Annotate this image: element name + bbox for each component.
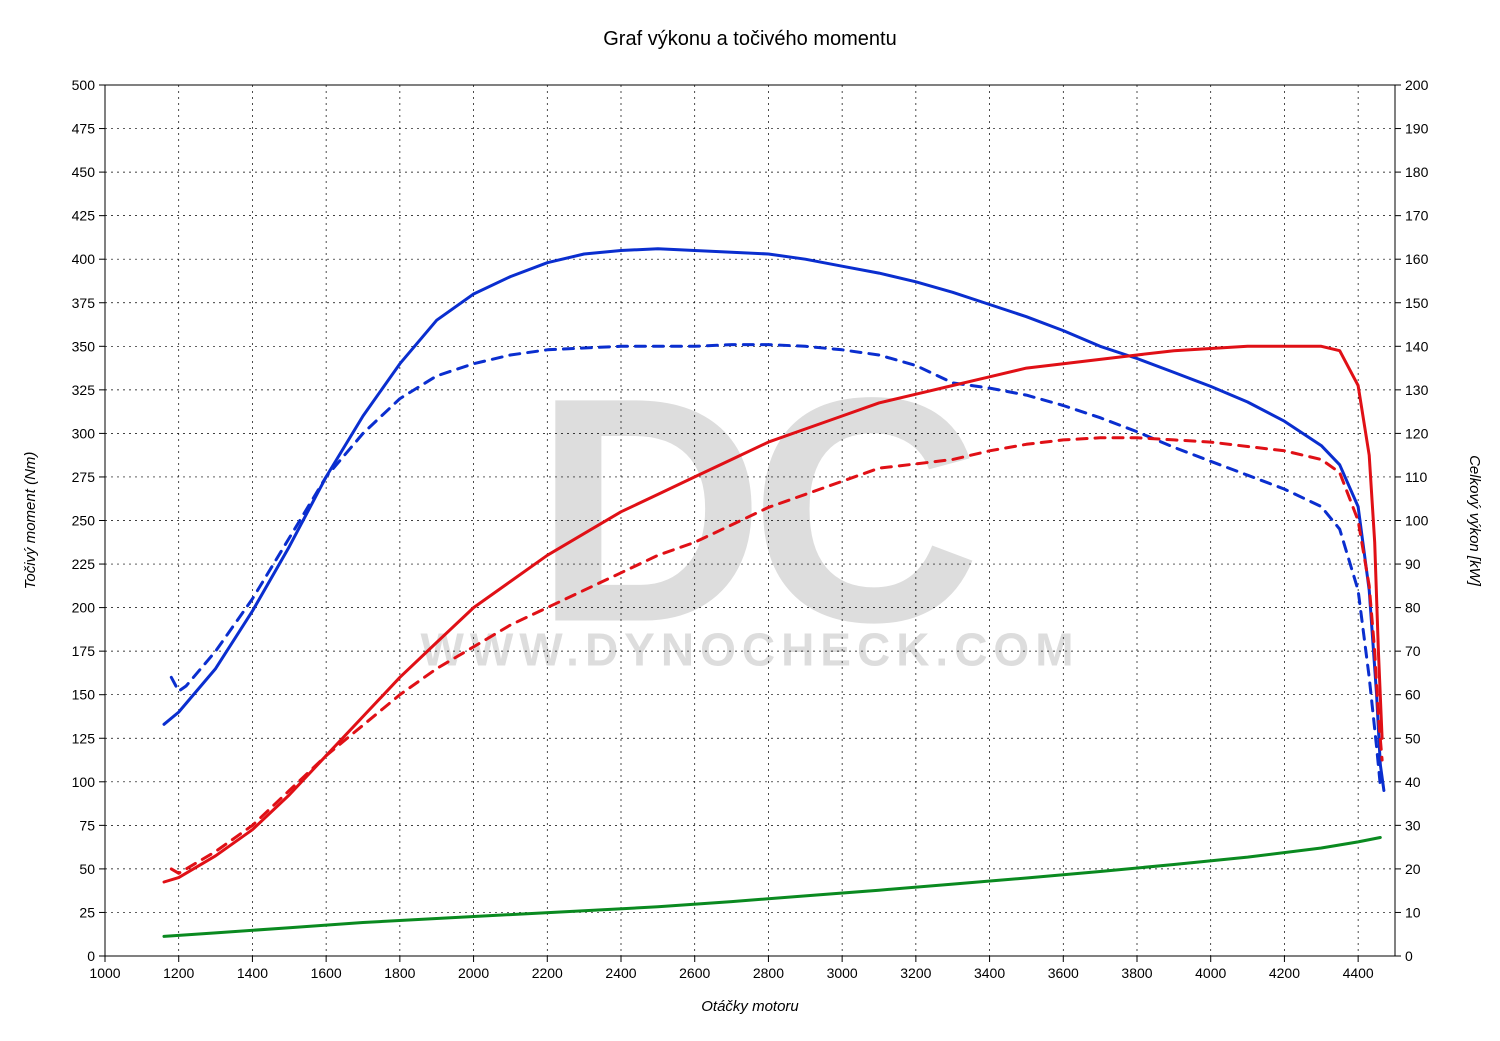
x-tick-label: 1200 (163, 965, 194, 981)
y-right-tick-label: 110 (1405, 469, 1428, 485)
y-right-tick-label: 20 (1405, 861, 1421, 877)
y-right-tick-label: 150 (1405, 295, 1429, 311)
x-tick-label: 4200 (1269, 965, 1300, 981)
y-left-tick-label: 225 (72, 556, 96, 572)
y-left-tick-label: 375 (72, 295, 96, 311)
x-tick-label: 4000 (1195, 965, 1226, 981)
y-left-tick-label: 400 (72, 251, 96, 267)
y-right-tick-label: 130 (1405, 382, 1429, 398)
chart-title: Graf výkonu a točivého momentu (603, 28, 896, 50)
y-left-tick-label: 475 (72, 121, 96, 137)
y-right-tick-label: 90 (1405, 556, 1421, 572)
y-left-tick-label: 350 (72, 338, 96, 354)
y-right-tick-label: 80 (1405, 600, 1421, 616)
watermark-url: WWW.DYNOCHECK.COM (420, 624, 1079, 676)
y-right-tick-label: 120 (1405, 425, 1429, 441)
y-left-tick-label: 0 (87, 948, 95, 964)
x-tick-label: 1600 (311, 965, 342, 981)
y-right-tick-label: 50 (1405, 730, 1421, 746)
x-tick-label: 3600 (1048, 965, 1079, 981)
y-left-tick-label: 250 (72, 513, 96, 529)
y-left-axis-title: Točivý moment (Nm) (22, 452, 39, 590)
y-right-tick-label: 70 (1405, 643, 1421, 659)
x-tick-label: 2600 (679, 965, 710, 981)
y-left-tick-label: 25 (79, 904, 95, 920)
y-right-tick-label: 10 (1405, 904, 1421, 920)
x-tick-label: 2400 (605, 965, 636, 981)
y-left-tick-label: 125 (72, 730, 96, 746)
y-right-tick-label: 180 (1405, 164, 1429, 180)
watermark: DCWWW.DYNOCHECK.COM (420, 331, 1079, 689)
x-tick-label: 2800 (753, 965, 784, 981)
y-left-tick-label: 75 (79, 817, 95, 833)
y-left-tick-label: 500 (72, 77, 96, 93)
y-right-axis-title: Celkový výkon [kW] (1466, 455, 1483, 587)
x-axis-title: Otáčky motoru (701, 998, 799, 1015)
x-tick-label: 3200 (900, 965, 931, 981)
y-left-tick-label: 425 (72, 208, 96, 224)
y-right-tick-label: 30 (1405, 817, 1421, 833)
y-left-tick-label: 50 (79, 861, 95, 877)
y-right-tick-label: 200 (1405, 77, 1429, 93)
y-left-tick-label: 200 (72, 600, 96, 616)
x-tick-label: 1400 (237, 965, 268, 981)
x-tick-label: 2200 (532, 965, 563, 981)
x-tick-label: 3000 (827, 965, 858, 981)
plot-area: DCWWW.DYNOCHECK.COM100012001400160018002… (22, 77, 1483, 1015)
y-left-tick-label: 275 (72, 469, 96, 485)
y-right-tick-label: 100 (1405, 513, 1429, 529)
y-right-tick-label: 0 (1405, 948, 1413, 964)
dyno-chart: Graf výkonu a točivého momentu DCWWW.DYN… (0, 0, 1500, 1041)
x-tick-label: 2000 (458, 965, 489, 981)
y-left-tick-label: 450 (72, 164, 96, 180)
y-right-tick-label: 40 (1405, 774, 1421, 790)
x-tick-label: 1800 (384, 965, 415, 981)
y-left-tick-label: 175 (72, 643, 96, 659)
y-left-tick-label: 325 (72, 382, 96, 398)
x-tick-label: 4400 (1343, 965, 1374, 981)
x-tick-label: 3400 (974, 965, 1005, 981)
y-left-tick-label: 150 (72, 687, 96, 703)
x-tick-label: 3800 (1121, 965, 1152, 981)
y-right-tick-label: 160 (1405, 251, 1429, 267)
y-right-tick-label: 190 (1405, 121, 1429, 137)
y-right-tick-label: 60 (1405, 687, 1421, 703)
y-left-tick-label: 100 (72, 774, 96, 790)
y-left-tick-label: 300 (72, 425, 96, 441)
x-tick-label: 1000 (89, 965, 120, 981)
series-loss_power (164, 838, 1380, 937)
y-right-tick-label: 170 (1405, 208, 1429, 224)
y-right-tick-label: 140 (1405, 338, 1429, 354)
